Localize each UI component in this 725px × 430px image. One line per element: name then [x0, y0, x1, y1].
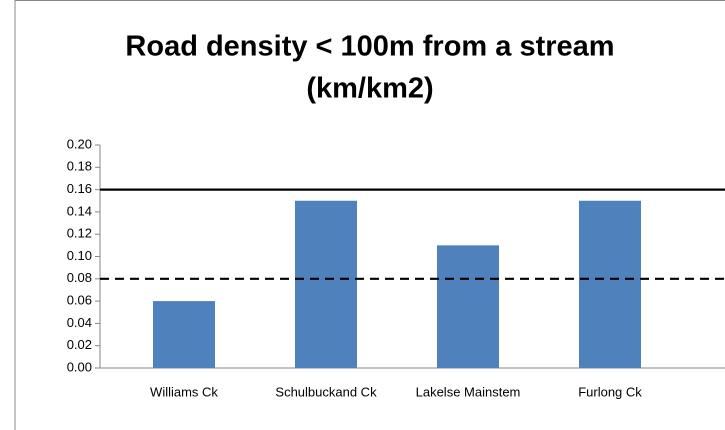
y-tick-label: 0.18 — [67, 159, 92, 174]
bar — [295, 200, 357, 368]
x-tick-label: Schulbuckand Ck — [275, 384, 377, 399]
y-tick-label: 0.04 — [67, 315, 92, 330]
y-tick-label: 0.20 — [67, 136, 92, 151]
chart-title: (km/km2) — [306, 73, 433, 105]
bar — [579, 200, 641, 368]
bar — [437, 245, 499, 368]
x-tick-label: Furlong Ck — [578, 384, 642, 399]
chart-title: Road density < 100m from a stream — [125, 31, 614, 63]
y-tick-label: 0.08 — [67, 270, 92, 285]
x-tick-label: Williams Ck — [150, 384, 218, 399]
y-tick-label: 0.12 — [67, 226, 92, 241]
y-tick-label: 0.14 — [67, 203, 92, 218]
y-tick-label: 0.16 — [67, 181, 92, 196]
y-tick-label: 0.06 — [67, 293, 92, 308]
x-tick-label: Lakelse Mainstem — [416, 384, 521, 399]
y-tick-label: 0.10 — [67, 248, 92, 263]
bar — [153, 301, 215, 368]
y-tick-label: 0.00 — [67, 359, 92, 374]
y-tick-label: 0.02 — [67, 337, 92, 352]
